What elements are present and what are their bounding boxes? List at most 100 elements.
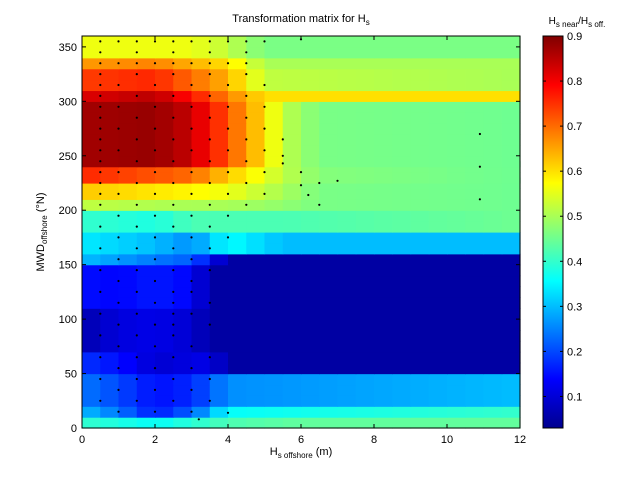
heatmap-cell [282, 68, 302, 81]
heatmap-cell [246, 297, 266, 309]
heatmap-cell [100, 406, 120, 418]
heatmap-cell [374, 155, 393, 168]
heatmap-cell [136, 46, 156, 59]
heatmap-cell [155, 144, 174, 157]
heatmap-cell [282, 264, 302, 277]
heatmap-cell [392, 123, 412, 135]
heatmap-cell [447, 319, 466, 331]
heatmap-cell [428, 123, 448, 135]
heatmap-cell [82, 172, 101, 184]
heatmap-cell [392, 373, 412, 386]
heatmap-cell [209, 221, 229, 233]
heatmap-cell [337, 36, 357, 48]
observation-point [99, 171, 102, 174]
heatmap-cell [319, 155, 339, 168]
heatmap-cell [173, 362, 193, 375]
y-tick-label: 150 [59, 260, 77, 272]
observation-point [263, 105, 266, 108]
heatmap-cell [82, 199, 101, 211]
heatmap-cell [282, 221, 302, 233]
observation-point [190, 312, 193, 315]
heatmap-cell [483, 319, 503, 331]
heatmap-cell [118, 188, 138, 200]
heatmap-cell [118, 406, 138, 418]
heatmap-cell [410, 264, 430, 277]
heatmap-cell [246, 79, 266, 92]
heatmap-cell [337, 68, 357, 81]
heatmap-cell [191, 242, 211, 255]
heatmap-cell [264, 144, 284, 157]
observation-point [153, 236, 157, 239]
heatmap-cell [100, 264, 120, 277]
observation-point [117, 192, 120, 195]
heatmap-cell [228, 188, 247, 200]
heatmap-cell [209, 46, 229, 59]
heatmap-cell [100, 172, 120, 184]
heatmap-cell [118, 123, 138, 135]
heatmap-cell [410, 68, 430, 81]
heatmap-cell [465, 308, 485, 320]
observation-point [117, 345, 120, 348]
observation-point [172, 290, 175, 293]
heatmap-cell [447, 101, 466, 113]
heatmap-cell [209, 384, 229, 396]
heatmap-cell [209, 36, 229, 48]
observation-point [117, 279, 120, 283]
observation-point [99, 334, 102, 337]
heatmap-cell [82, 101, 101, 113]
heatmap-cell [82, 275, 101, 288]
observation-point [153, 410, 157, 413]
heatmap-cell [447, 57, 466, 70]
heatmap-cell [301, 275, 320, 288]
heatmap-cell [209, 373, 229, 386]
heatmap-cell [465, 144, 485, 157]
heatmap-cell [392, 36, 412, 48]
heatmap-cell [501, 112, 521, 124]
heatmap-cell [392, 79, 412, 92]
observation-point [336, 179, 339, 182]
heatmap-cell [191, 232, 211, 244]
heatmap-cell [173, 123, 193, 135]
observation-point [99, 127, 102, 130]
heatmap-cell [355, 172, 375, 184]
x-tick-label: 8 [371, 434, 377, 446]
heatmap-cell [410, 199, 430, 211]
heatmap-cell [191, 68, 211, 81]
observation-point [117, 258, 120, 261]
heatmap-cell [209, 362, 229, 375]
observation-point [153, 323, 157, 326]
heatmap-cell [501, 68, 521, 81]
heatmap-cell [447, 199, 466, 211]
heatmap-cell [173, 79, 193, 92]
heatmap-cell [428, 330, 448, 342]
heatmap-cell [209, 417, 229, 429]
observation-point [172, 51, 175, 54]
heatmap-cell [264, 112, 284, 124]
heatmap-cell [173, 144, 193, 157]
observation-point [281, 162, 284, 165]
heatmap-cell [100, 330, 120, 342]
heatmap-cell [209, 57, 229, 70]
heatmap-cell [501, 36, 521, 48]
observation-point [153, 301, 157, 304]
heatmap-cell [301, 395, 320, 407]
heatmap-cell [282, 101, 302, 113]
observation-point [172, 73, 175, 76]
heatmap-cell [209, 68, 229, 81]
heatmap-cell [392, 330, 412, 342]
heatmap-cell [136, 232, 156, 244]
heatmap-cell [264, 101, 284, 113]
heatmap-cell [246, 340, 266, 353]
heatmap-cell [100, 188, 120, 200]
heatmap-cell [374, 112, 393, 124]
observation-point [190, 192, 193, 195]
heatmap-cell [264, 384, 284, 396]
heatmap-cell [264, 221, 284, 233]
heatmap-cell [228, 79, 247, 92]
heatmap-cell [337, 101, 357, 113]
heatmap-cell [136, 221, 156, 233]
heatmap-cell [118, 172, 138, 184]
observation-point [99, 94, 102, 97]
heatmap-cell [264, 134, 284, 146]
observation-point [172, 203, 175, 206]
